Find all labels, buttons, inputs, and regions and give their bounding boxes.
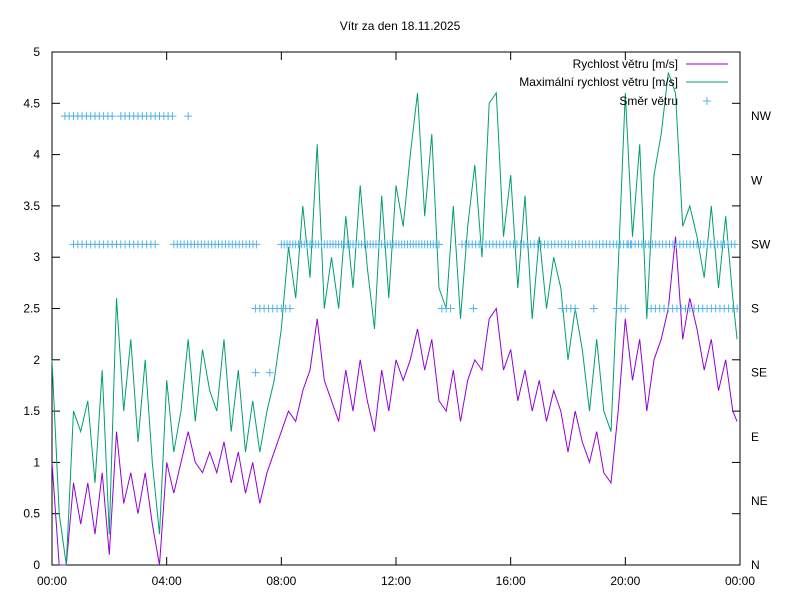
direction-point bbox=[251, 368, 260, 377]
direction-point bbox=[265, 368, 274, 377]
direction-point bbox=[108, 112, 117, 121]
y2-tick-label: NW bbox=[751, 109, 772, 123]
y-tick-label: 2.5 bbox=[23, 302, 40, 316]
y-axis-right: N NE E SE S SW W NW bbox=[751, 109, 772, 572]
x-axis: 00:00 04:00 08:00 12:00 16:00 20:00 00:00 bbox=[37, 52, 755, 588]
y-tick-label: 4.5 bbox=[23, 96, 40, 110]
direction-point bbox=[252, 240, 261, 249]
direction-point bbox=[168, 112, 177, 121]
x-tick-label: 00:00 bbox=[725, 574, 755, 588]
legend-label-speed: Rychlost větru [m/s] bbox=[573, 57, 678, 71]
y2-tick-label: SW bbox=[751, 237, 771, 251]
y-tick-label: 4 bbox=[33, 148, 40, 162]
series-wind-direction bbox=[60, 112, 742, 377]
y-tick-label: 1.5 bbox=[23, 404, 40, 418]
series-max-wind-speed bbox=[51, 72, 738, 566]
direction-point bbox=[184, 112, 193, 121]
direction-point bbox=[571, 304, 580, 313]
y2-tick-label: E bbox=[751, 430, 759, 444]
y-tick-label: 2 bbox=[33, 353, 40, 367]
y2-tick-label: NE bbox=[751, 494, 768, 508]
x-tick-label: 16:00 bbox=[496, 574, 526, 588]
direction-point bbox=[435, 240, 443, 249]
x-tick-label: 20:00 bbox=[610, 574, 640, 588]
series-wind-speed bbox=[51, 236, 738, 566]
direction-point bbox=[151, 240, 160, 249]
legend: Rychlost větru [m/s] Maximální rychlost … bbox=[519, 57, 728, 108]
x-tick-label: 12:00 bbox=[381, 574, 411, 588]
y2-tick-label: N bbox=[751, 558, 760, 572]
chart-title: Vítr za den 18.11.2025 bbox=[340, 19, 461, 33]
direction-point bbox=[469, 304, 478, 313]
direction-point bbox=[733, 304, 742, 313]
x-tick-label: 08:00 bbox=[266, 574, 296, 588]
y2-tick-label: S bbox=[751, 302, 759, 316]
direction-point bbox=[730, 240, 739, 249]
y2-tick-label: W bbox=[751, 173, 763, 187]
y-tick-label: 0.5 bbox=[23, 507, 40, 521]
direction-point bbox=[285, 304, 294, 313]
direction-point bbox=[589, 304, 598, 313]
y2-tick-label: SE bbox=[751, 366, 767, 380]
y-axis-left: 0 0.5 1 1.5 2 2.5 3 3.5 4 4.5 5 bbox=[23, 45, 740, 572]
y-tick-label: 3 bbox=[33, 250, 40, 264]
direction-point bbox=[621, 304, 630, 313]
direction-point bbox=[446, 304, 455, 313]
legend-swatch-direction bbox=[703, 97, 711, 105]
wind-speed-line bbox=[51, 236, 738, 566]
y-tick-label: 1 bbox=[33, 455, 40, 469]
x-tick-label: 00:00 bbox=[37, 574, 67, 588]
y-tick-label: 3.5 bbox=[23, 199, 40, 213]
y-tick-label: 5 bbox=[33, 45, 40, 59]
max-wind-speed-line bbox=[51, 72, 738, 566]
legend-label-max-speed: Maximální rychlost větru [m/s] bbox=[519, 75, 678, 89]
legend-label-direction: Směr větru bbox=[619, 94, 678, 108]
legend-direction-point bbox=[703, 97, 711, 105]
y-tick-label: 0 bbox=[33, 558, 40, 572]
x-tick-label: 04:00 bbox=[152, 574, 182, 588]
